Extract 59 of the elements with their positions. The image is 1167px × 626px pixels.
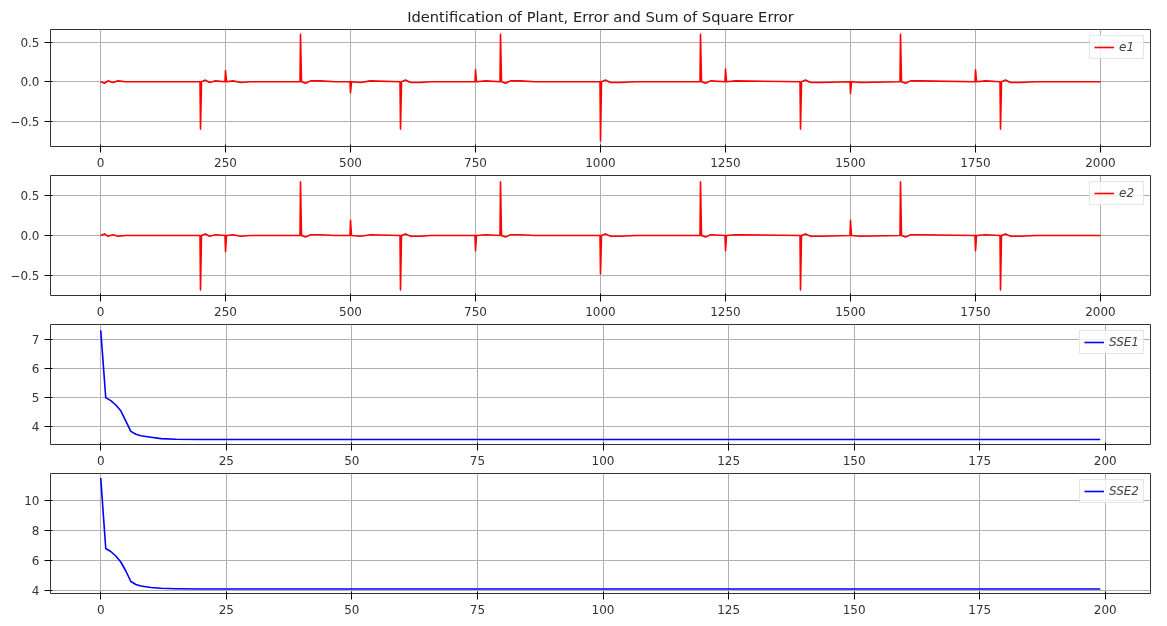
y-tick-label: 0.0 [20,75,40,90]
x-tick-label: 0 [96,155,105,170]
x-tick-label: 200 [1093,453,1117,468]
x-tick-label: 250 [214,304,237,319]
x-tick-label: 200 [1093,602,1117,617]
x-tick-label: 150 [842,602,866,617]
y-tick-label: 5 [31,391,40,406]
x-tick-label: 175 [968,602,992,617]
y-tick-label: 6 [31,554,40,568]
x-tick-label: 0 [96,304,105,319]
x-tick-label: 1000 [585,304,616,319]
y-tick-label: 0.5 [20,189,40,203]
x-tick-label: 25 [218,453,234,468]
x-tick-label: 1500 [835,304,866,319]
x-tick-label: 50 [344,602,360,617]
legend-label: e2 [1119,186,1136,200]
x-tick-label: 100 [591,602,615,617]
x-tick-label: 750 [464,304,487,319]
x-tick-label: 100 [591,453,615,468]
x-tick-label: 500 [339,155,362,170]
x-tick-label: 1250 [710,304,741,319]
y-tick-label: 7 [31,332,40,347]
x-tick-label: 75 [469,453,486,468]
y-tick-label: 10 [24,494,40,508]
y-tick-label: 0.5 [20,35,40,50]
y-tick-label: −0.5 [10,269,40,283]
y-tick-label: 8 [31,524,40,538]
x-tick-label: 250 [214,155,237,170]
x-tick-label: 1750 [960,304,991,319]
x-tick-label: 0 [96,602,105,617]
x-tick-label: 2000 [1085,304,1116,319]
y-tick-label: 6 [31,361,40,376]
line-series [99,181,1102,291]
x-tick-label: 1250 [710,155,741,170]
x-tick-label: 125 [717,453,741,468]
x-tick-label: 25 [218,602,234,617]
y-tick-label: 4 [31,584,40,598]
x-tick-label: 50 [344,453,360,468]
x-tick-label: 150 [842,453,866,468]
chart-title: Identification of Plant, Error and Sum of Square Error [407,7,795,25]
x-tick-label: 1750 [960,155,991,170]
line-series [99,33,1102,142]
x-tick-label: 750 [464,155,487,170]
line-series [99,329,1102,441]
legend-label: SSE2 [1108,484,1139,498]
x-tick-label: 2000 [1085,155,1116,170]
line-series [99,477,1102,590]
y-tick-label: −0.5 [10,114,40,129]
legend-label: SSE1 [1108,335,1139,349]
legend-label: e1 [1119,40,1136,54]
x-tick-label: 1500 [835,155,866,170]
y-tick-label: 0.0 [20,229,40,243]
y-tick-label: 4 [31,420,40,435]
x-tick-label: 175 [968,453,992,468]
x-tick-label: 75 [469,602,486,617]
x-tick-label: 125 [717,602,741,617]
x-tick-label: 1000 [585,155,616,170]
x-tick-label: 500 [339,304,362,319]
x-tick-label: 0 [96,453,105,468]
